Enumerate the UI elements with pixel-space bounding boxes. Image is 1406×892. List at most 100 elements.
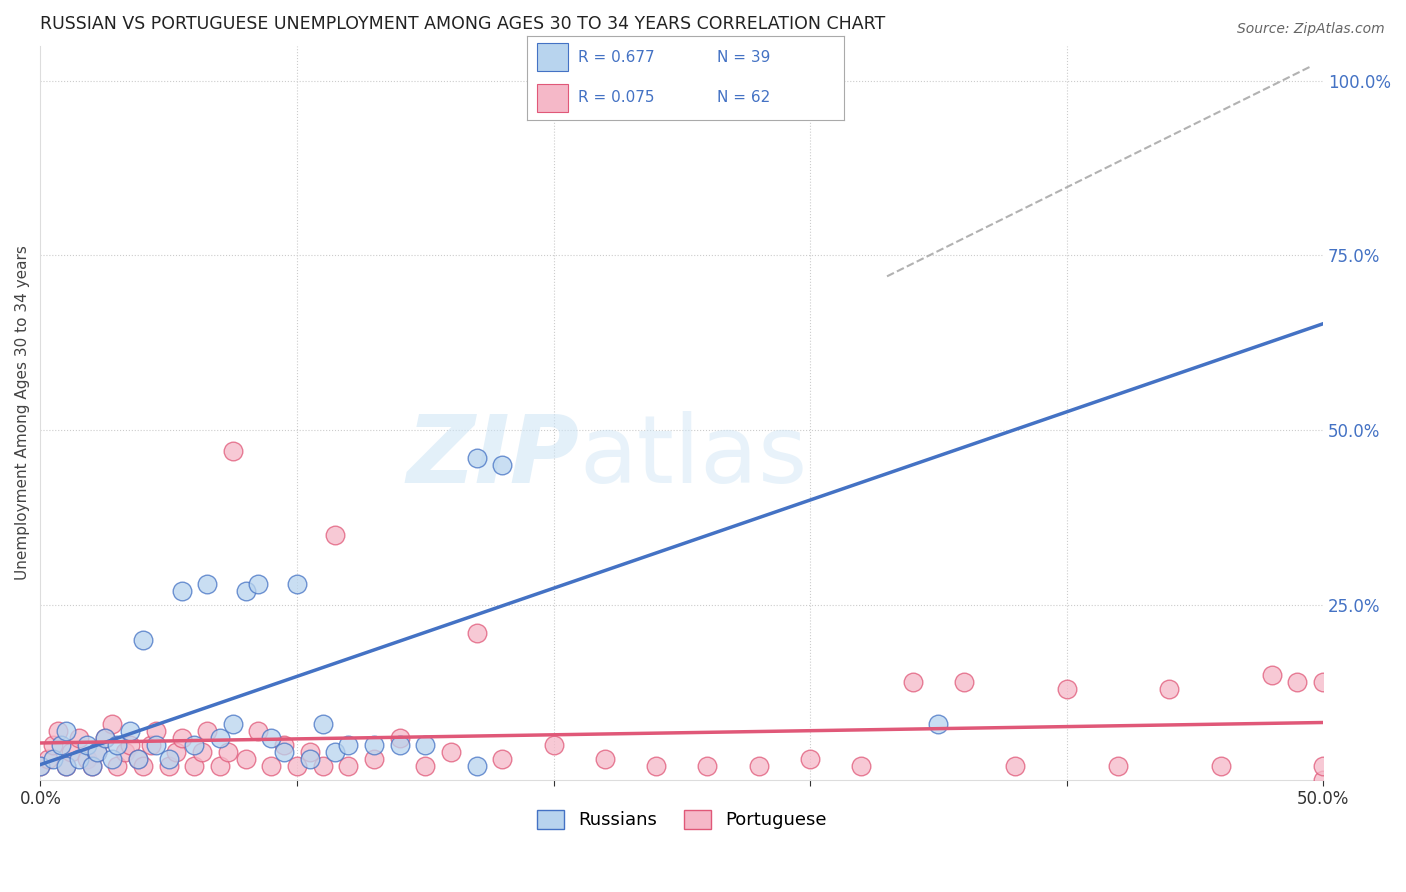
Point	[260, 731, 283, 745]
Point	[1312, 772, 1334, 787]
Point	[491, 751, 513, 765]
Point	[208, 758, 231, 772]
Point	[593, 751, 616, 765]
Point	[105, 738, 128, 752]
Point	[157, 751, 180, 765]
Text: N = 39: N = 39	[717, 50, 770, 65]
Y-axis label: Unemployment Among Ages 30 to 34 years: Unemployment Among Ages 30 to 34 years	[15, 245, 30, 580]
Point	[42, 738, 65, 752]
Point	[645, 758, 668, 772]
Point	[1312, 674, 1334, 689]
Point	[67, 751, 90, 765]
Point	[76, 738, 98, 752]
Point	[30, 758, 52, 772]
Point	[86, 745, 108, 759]
Point	[183, 738, 205, 752]
Point	[363, 738, 385, 752]
Point	[337, 758, 360, 772]
Point	[298, 751, 321, 765]
Point	[953, 674, 976, 689]
Point	[170, 583, 193, 598]
Point	[1261, 667, 1284, 681]
Point	[235, 583, 257, 598]
Point	[208, 731, 231, 745]
Point	[1312, 758, 1334, 772]
Point	[363, 751, 385, 765]
Point	[901, 674, 924, 689]
Point	[114, 745, 136, 759]
Text: atlas: atlas	[579, 410, 807, 503]
Point	[440, 745, 463, 759]
Bar	[537, 44, 568, 71]
Point	[37, 751, 59, 765]
Point	[42, 751, 65, 765]
Point	[145, 738, 167, 752]
Point	[93, 731, 115, 745]
Text: Source: ZipAtlas.com: Source: ZipAtlas.com	[1237, 22, 1385, 37]
Point	[1107, 758, 1129, 772]
Text: ZIP: ZIP	[406, 410, 579, 503]
Point	[388, 731, 411, 745]
Point	[60, 745, 83, 759]
Point	[1286, 674, 1309, 689]
Point	[80, 758, 103, 772]
Point	[311, 716, 333, 731]
Point	[465, 758, 488, 772]
Point	[30, 758, 52, 772]
Point	[55, 758, 77, 772]
Point	[55, 723, 77, 738]
Legend: Russians, Portuguese: Russians, Portuguese	[529, 803, 834, 837]
Text: R = 0.677: R = 0.677	[578, 50, 654, 65]
Point	[273, 738, 295, 752]
Point	[145, 723, 167, 738]
Point	[325, 745, 347, 759]
Point	[105, 758, 128, 772]
Point	[413, 758, 436, 772]
Point	[465, 451, 488, 466]
Point	[1209, 758, 1232, 772]
Point	[222, 716, 245, 731]
Point	[101, 751, 124, 765]
Point	[235, 751, 257, 765]
Point	[748, 758, 770, 772]
Bar	[537, 84, 568, 112]
Point	[388, 738, 411, 752]
Point	[132, 758, 155, 772]
Point	[120, 738, 142, 752]
Point	[157, 758, 180, 772]
Point	[86, 745, 108, 759]
Point	[195, 723, 218, 738]
Point	[799, 751, 821, 765]
Point	[311, 758, 333, 772]
Point	[49, 738, 72, 752]
Point	[247, 723, 270, 738]
Point	[696, 758, 718, 772]
Point	[191, 745, 214, 759]
Point	[132, 632, 155, 647]
Point	[93, 731, 115, 745]
Point	[217, 745, 239, 759]
Point	[413, 738, 436, 752]
Point	[1056, 681, 1078, 696]
Point	[76, 751, 98, 765]
Text: RUSSIAN VS PORTUGUESE UNEMPLOYMENT AMONG AGES 30 TO 34 YEARS CORRELATION CHART: RUSSIAN VS PORTUGUESE UNEMPLOYMENT AMONG…	[41, 15, 886, 33]
Point	[285, 758, 308, 772]
Text: R = 0.075: R = 0.075	[578, 90, 654, 105]
Point	[222, 444, 245, 458]
Point	[773, 73, 796, 87]
Point	[48, 723, 70, 738]
Point	[183, 758, 205, 772]
Point	[325, 528, 347, 542]
Point	[927, 716, 949, 731]
Point	[260, 758, 283, 772]
Point	[127, 751, 149, 765]
Point	[247, 577, 270, 591]
Point	[101, 716, 124, 731]
Point	[491, 458, 513, 472]
Point	[465, 625, 488, 640]
Point	[1004, 758, 1026, 772]
Point	[337, 738, 360, 752]
Point	[165, 745, 187, 759]
Point	[851, 758, 873, 772]
Point	[127, 751, 149, 765]
